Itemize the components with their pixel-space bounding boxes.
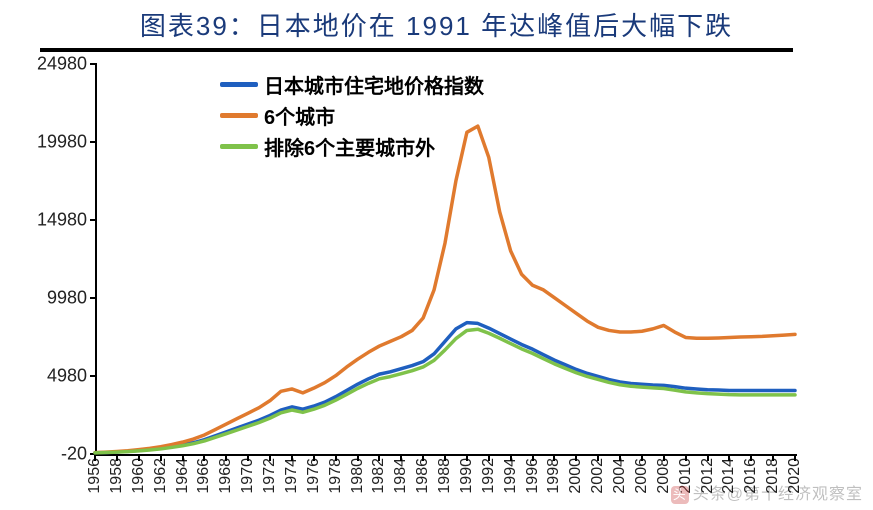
x-tick-mark (291, 454, 293, 461)
x-tick-label: 1996 (524, 458, 542, 494)
x-tick-label: 1970 (239, 458, 257, 494)
series-line (95, 126, 795, 453)
x-tick-mark (532, 454, 534, 461)
x-tick-mark (619, 454, 621, 461)
y-tick-label: 24980 (27, 54, 87, 75)
x-tick-mark (138, 454, 140, 461)
x-tick-mark (247, 454, 249, 461)
x-tick-mark (203, 454, 205, 461)
legend-label: 日本城市住宅地价格指数 (264, 70, 484, 99)
legend-swatch (220, 144, 258, 149)
x-tick-mark (750, 454, 752, 461)
x-tick-mark (94, 454, 96, 461)
x-tick-mark (707, 454, 709, 461)
x-tick-label: 1994 (502, 458, 520, 494)
x-tick-mark (466, 454, 468, 461)
x-tick-mark (357, 454, 359, 461)
x-tick-label: 2000 (567, 458, 585, 494)
watermark-text: 头条@第十经济观察室 (693, 486, 863, 503)
x-tick-label: 1978 (327, 458, 345, 494)
x-tick-mark (335, 454, 337, 461)
series-line (95, 329, 795, 453)
x-tick-label: 1964 (174, 458, 192, 494)
x-tick-mark (685, 454, 687, 461)
y-tick-label: 14980 (27, 210, 87, 231)
y-tick-label: 9980 (27, 288, 87, 309)
x-tick-label: 1980 (349, 458, 367, 494)
x-tick-mark (313, 454, 315, 461)
chart-title: 图表39：日本地价在 1991 年达峰值后大幅下跌 (140, 11, 733, 41)
x-tick-label: 1974 (283, 458, 301, 494)
chart-title-row: 图表39：日本地价在 1991 年达峰值后大幅下跌 (0, 6, 873, 43)
x-tick-label: 1962 (152, 458, 170, 494)
x-tick-label: 2004 (611, 458, 629, 494)
x-tick-label: 2006 (633, 458, 651, 494)
y-tick-label: -20 (27, 444, 87, 465)
legend-label: 排除6个主要城市外 (264, 132, 435, 161)
y-tick-label: 19980 (27, 132, 87, 153)
x-tick-label: 1984 (392, 458, 410, 494)
x-tick-label: 1972 (261, 458, 279, 494)
title-underline (40, 48, 793, 52)
y-tick-label: 4980 (27, 366, 87, 387)
x-tick-mark (553, 454, 555, 461)
x-tick-mark (641, 454, 643, 461)
x-tick-label: 1966 (195, 458, 213, 494)
x-tick-mark (182, 454, 184, 461)
x-tick-mark (772, 454, 774, 461)
legend-swatch (220, 82, 258, 87)
x-tick-label: 1982 (370, 458, 388, 494)
x-tick-label: 1958 (108, 458, 126, 494)
x-tick-mark (510, 454, 512, 461)
x-tick-mark (400, 454, 402, 461)
x-tick-label: 1990 (458, 458, 476, 494)
x-tick-mark (444, 454, 446, 461)
x-tick-label: 1976 (305, 458, 323, 494)
x-tick-mark (488, 454, 490, 461)
x-tick-label: 1986 (414, 458, 432, 494)
x-tick-label: 1956 (86, 458, 104, 494)
x-tick-label: 1992 (480, 458, 498, 494)
legend-item: 日本城市住宅地价格指数 (220, 70, 484, 99)
x-tick-mark (575, 454, 577, 461)
legend-item: 排除6个主要城市外 (220, 132, 484, 161)
legend-label: 6个城市 (264, 101, 335, 130)
x-tick-label: 2002 (589, 458, 607, 494)
x-tick-mark (597, 454, 599, 461)
x-tick-mark (422, 454, 424, 461)
x-tick-label: 1988 (436, 458, 454, 494)
x-tick-mark (116, 454, 118, 461)
legend-swatch (220, 113, 258, 118)
x-tick-mark (225, 454, 227, 461)
x-tick-mark (269, 454, 271, 461)
x-tick-label: 1968 (217, 458, 235, 494)
legend-item: 6个城市 (220, 101, 484, 130)
x-tick-label: 1960 (130, 458, 148, 494)
x-tick-mark (728, 454, 730, 461)
series-line (95, 323, 795, 453)
legend: 日本城市住宅地价格指数6个城市排除6个主要城市外 (220, 70, 484, 163)
watermark-icon: 头 (671, 486, 689, 504)
watermark: 头头条@第十经济观察室 (671, 480, 863, 504)
x-tick-mark (794, 454, 796, 461)
x-tick-label: 1998 (545, 458, 563, 494)
x-tick-mark (663, 454, 665, 461)
x-tick-mark (378, 454, 380, 461)
x-tick-mark (160, 454, 162, 461)
